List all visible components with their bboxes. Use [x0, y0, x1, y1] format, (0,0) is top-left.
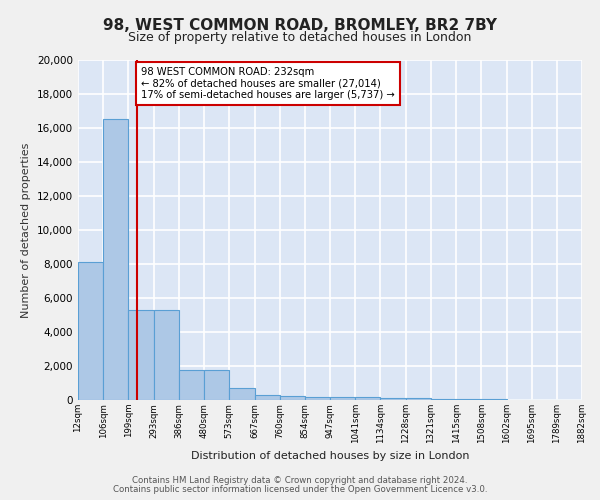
Bar: [229, 388, 254, 400]
Y-axis label: Number of detached properties: Number of detached properties: [22, 142, 31, 318]
X-axis label: Distribution of detached houses by size in London: Distribution of detached houses by size …: [191, 452, 469, 462]
Bar: [380, 398, 406, 400]
Text: 98 WEST COMMON ROAD: 232sqm
← 82% of detached houses are smaller (27,014)
17% of: 98 WEST COMMON ROAD: 232sqm ← 82% of det…: [142, 67, 395, 100]
Bar: [330, 398, 355, 400]
Bar: [254, 395, 280, 400]
Text: Contains public sector information licensed under the Open Government Licence v3: Contains public sector information licen…: [113, 485, 487, 494]
Bar: [305, 396, 330, 400]
Text: Contains HM Land Registry data © Crown copyright and database right 2024.: Contains HM Land Registry data © Crown c…: [132, 476, 468, 485]
Bar: [128, 310, 154, 400]
Bar: [456, 399, 481, 400]
Bar: [103, 120, 128, 400]
Text: 98, WEST COMMON ROAD, BROMLEY, BR2 7BY: 98, WEST COMMON ROAD, BROMLEY, BR2 7BY: [103, 18, 497, 32]
Bar: [204, 370, 229, 400]
Bar: [406, 398, 431, 400]
Bar: [78, 262, 103, 400]
Bar: [431, 399, 456, 400]
Bar: [179, 370, 204, 400]
Bar: [154, 310, 179, 400]
Bar: [355, 398, 380, 400]
Bar: [280, 396, 305, 400]
Text: Size of property relative to detached houses in London: Size of property relative to detached ho…: [128, 31, 472, 44]
